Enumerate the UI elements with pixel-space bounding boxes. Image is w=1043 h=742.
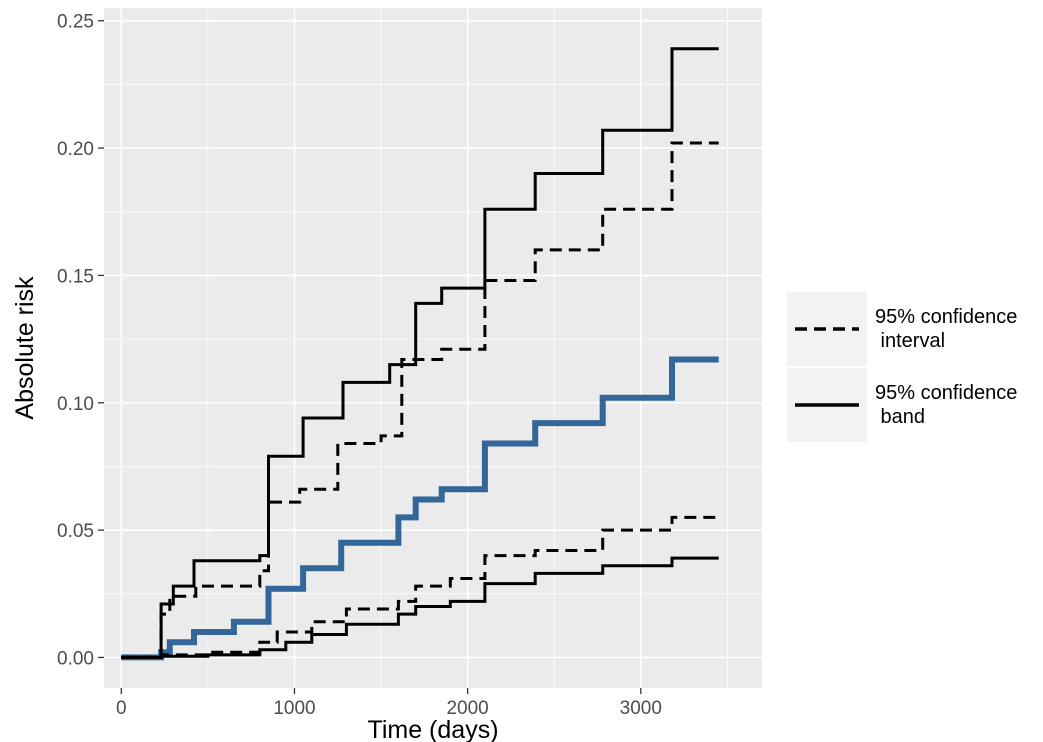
y-tick-label: 0.20	[57, 139, 94, 160]
series-lines	[121, 47, 719, 661]
y-axis-ticks: 0.00 0.05 0.10 0.15 0.20 0.25	[57, 12, 104, 669]
x-tick-label: 0	[116, 698, 127, 719]
legend-label: 95% confidence	[875, 382, 1017, 404]
x-tick-label: 1000	[273, 698, 315, 719]
y-axis-title: Absolute risk	[11, 276, 39, 420]
series-estimate	[121, 356, 719, 661]
x-axis-title: Time (days)	[367, 716, 498, 742]
x-axis-ticks: 0 1000 2000 3000	[116, 688, 662, 719]
plot-panel	[104, 8, 762, 688]
y-tick-label: 0.00	[57, 648, 94, 669]
y-tick-label: 0.15	[57, 266, 94, 287]
series-cb_lower	[121, 556, 719, 659]
grid-lines	[104, 8, 762, 688]
legend-label: 95% confidence	[875, 306, 1017, 328]
y-tick-label: 0.05	[57, 521, 94, 542]
y-tick-label: 0.10	[57, 394, 94, 415]
x-tick-label: 2000	[446, 698, 488, 719]
series-ci_lower	[121, 515, 719, 659]
legend-label: band	[875, 406, 925, 428]
x-tick-label: 3000	[620, 698, 662, 719]
y-tick-label: 0.25	[57, 12, 94, 33]
series-cb_upper	[121, 47, 719, 659]
legend-label: interval	[875, 330, 945, 352]
